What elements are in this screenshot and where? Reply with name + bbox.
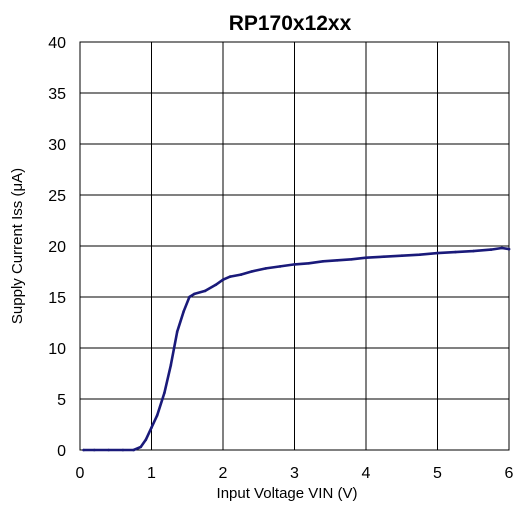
data-point <box>418 253 421 256</box>
data-point <box>221 278 225 282</box>
data-point <box>163 391 166 395</box>
data-point <box>321 260 325 263</box>
data-point <box>121 448 125 452</box>
data-point <box>203 289 207 293</box>
y-tick-labels: 0 5 10 15 20 25 30 35 40 <box>48 35 66 460</box>
data-point <box>107 448 110 452</box>
plot-area <box>79 41 510 451</box>
data-point <box>139 445 143 449</box>
grid-lines <box>80 42 509 450</box>
data-point <box>400 254 404 257</box>
data-point <box>454 250 457 254</box>
y-tick-label: 40 <box>48 35 66 52</box>
y-tick-label: 25 <box>48 188 66 205</box>
data-point <box>364 256 368 260</box>
data-point <box>182 310 185 313</box>
y-tick-label: 30 <box>48 137 66 154</box>
series-line <box>82 246 511 452</box>
x-tick-label: 2 <box>219 465 228 482</box>
data-point <box>278 265 282 268</box>
data-point <box>293 263 296 266</box>
data-point <box>250 270 253 273</box>
data-point <box>82 448 85 452</box>
data-point <box>228 275 232 278</box>
y-tick-label: 10 <box>48 341 66 358</box>
data-point <box>489 248 493 251</box>
x-tick-label: 0 <box>76 465 85 482</box>
chart-title: RP170x12xx <box>229 12 352 35</box>
data-point <box>169 364 173 367</box>
data-point <box>436 251 439 255</box>
data-point <box>307 262 311 265</box>
data-point <box>188 295 191 299</box>
data-point <box>193 292 196 296</box>
data-point <box>155 414 159 417</box>
data-point <box>239 273 243 276</box>
x-tick-labels: 0 1 2 3 4 5 6 <box>76 465 514 482</box>
data-point <box>132 448 135 452</box>
x-tick-label: 6 <box>505 465 514 482</box>
data-point <box>175 330 179 334</box>
x-tick-label: 3 <box>290 465 299 482</box>
x-tick-label: 5 <box>433 465 442 482</box>
data-point <box>264 267 268 270</box>
y-tick-label: 5 <box>57 392 66 409</box>
data-point <box>144 438 148 442</box>
data-point <box>336 259 339 262</box>
y-tick-label: 20 <box>48 239 66 256</box>
x-tick-label: 1 <box>147 465 156 482</box>
x-tick-label: 4 <box>362 465 371 482</box>
y-tick-label: 0 <box>57 443 66 460</box>
data-point <box>507 247 511 251</box>
data-point <box>472 249 475 253</box>
y-tick-label: 15 <box>48 290 66 307</box>
y-tick-label: 35 <box>48 86 66 103</box>
data-point <box>350 258 354 261</box>
data-point <box>382 255 386 258</box>
data-point <box>93 448 96 452</box>
data-point <box>150 426 153 429</box>
series-layer <box>82 246 511 452</box>
y-axis-label: Supply Current Iss (μA) <box>9 168 26 324</box>
data-point <box>214 283 218 287</box>
x-axis-label: Input Voltage VIN (V) <box>217 485 358 502</box>
data-point <box>500 246 504 250</box>
